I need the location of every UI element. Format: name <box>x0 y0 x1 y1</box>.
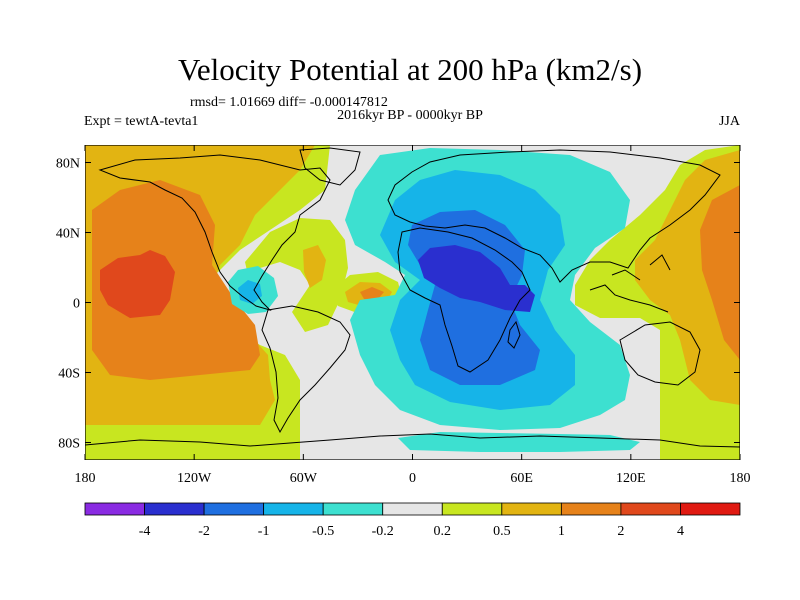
colorbar-level-label: -1 <box>258 524 270 539</box>
colorbar-swatch <box>84 502 145 516</box>
x-tick-label: 120W <box>177 471 212 486</box>
season-label: JJA <box>719 114 741 129</box>
coast-africa <box>397 227 531 373</box>
y-tick-label: 40N <box>56 227 80 242</box>
x-tick-label: 60W <box>290 471 318 486</box>
y-tick-label: 80S <box>58 437 80 452</box>
colorbar-level-label: 2 <box>617 524 624 539</box>
stats-line: rmsd= 1.01669 diff= -0.000147812 <box>190 95 388 110</box>
colorbar-level-label: 4 <box>677 524 684 539</box>
contour-neg-africa-2 <box>418 245 535 312</box>
colorbar-swatch <box>680 502 741 516</box>
coast-south-america <box>261 305 351 434</box>
colorbar-level-label: -0.2 <box>372 524 394 539</box>
colorbar-level-label: 1 <box>558 524 565 539</box>
colorbar-level-label: -4 <box>139 524 151 539</box>
plot-title: Velocity Potential at 200 hPa (km2/s) <box>178 52 642 87</box>
colorbar-swatch <box>263 502 324 516</box>
colorbar-swatch <box>560 502 622 516</box>
contour-pos-northatl-0.2 <box>245 218 348 332</box>
coast-greenland <box>299 147 361 186</box>
coast-eurasia <box>387 149 721 283</box>
colorbar-level-label: -0.5 <box>312 524 334 539</box>
map-panel <box>85 145 740 460</box>
contour-pos-pacific-1 <box>92 180 260 380</box>
colorbar-swatch <box>501 502 562 516</box>
coast-antarctica <box>85 433 740 448</box>
period-line: 2016kyr BP - 0000kyr BP <box>337 108 483 123</box>
contour-pos-pacific-2 <box>100 250 175 318</box>
colorbar-level-label: -2 <box>198 524 210 539</box>
coast-australia <box>619 321 701 386</box>
y-tick-label: 80N <box>56 157 80 172</box>
coast-maritime <box>589 254 671 313</box>
y-axis: 80N 40N 0 40S 80S <box>56 157 740 452</box>
colorbar-swatch <box>620 502 681 516</box>
x-tick-label: 0 <box>409 471 416 486</box>
colorbar-level-label: 0.2 <box>434 524 452 539</box>
x-tick-label: 120E <box>616 471 646 486</box>
y-tick-label: 0 <box>73 297 80 312</box>
colorbar-swatch <box>382 502 443 516</box>
x-tick-label: 180 <box>75 471 96 486</box>
y-tick-label: 40S <box>58 367 80 382</box>
x-axis: 180 120W 60W 0 60E 120E 180 <box>75 145 751 486</box>
x-tick-label: 60E <box>510 471 533 486</box>
experiment-label: Expt = tewtA-tevta1 <box>84 114 198 129</box>
colorbar-swatch <box>322 502 384 516</box>
contour-pos-eastpac-1 <box>700 185 740 360</box>
coast-north-america <box>98 154 331 312</box>
contour-pos-northatl-0.5 <box>303 245 326 288</box>
colorbar-swatch <box>144 502 205 516</box>
contour-neg-africa-0.2-south <box>398 432 640 452</box>
x-tick-label: 180 <box>730 471 751 486</box>
colorbar-swatch <box>203 502 265 516</box>
colorbar: -4 -2 -1 -0.5 -0.2 0.2 0.5 1 2 4 <box>84 502 741 539</box>
contour-pos-tropatl-1 <box>360 287 384 299</box>
coastlines <box>85 147 740 448</box>
colorbar-level-label: 0.5 <box>493 524 511 539</box>
colorbar-swatch <box>441 502 503 516</box>
coast-madagascar <box>507 320 521 349</box>
